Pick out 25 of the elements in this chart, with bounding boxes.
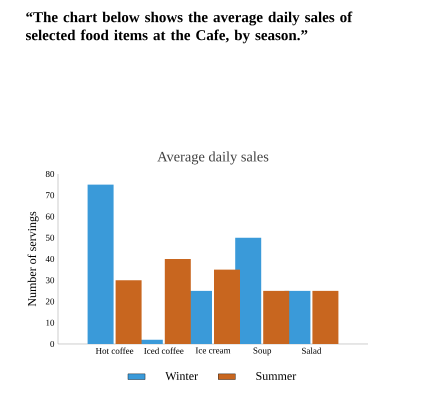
x-tick-label: Salad <box>302 348 322 354</box>
y-tick-label: 80 <box>46 170 54 178</box>
x-tick-label: Iced coffee <box>144 348 184 354</box>
bar <box>116 280 142 344</box>
bar <box>312 290 338 344</box>
y-tick-label: 30 <box>46 277 54 284</box>
bar <box>164 258 191 344</box>
y-tick-label: 60 <box>46 213 54 220</box>
bar <box>88 184 114 344</box>
x-tick-label: Hot coffee <box>96 348 134 354</box>
y-tick-label: 0 <box>50 340 54 348</box>
legend-label: Summer <box>256 372 296 380</box>
x-tick-label: Soup <box>254 348 272 356</box>
x-tick-label: Ice cream <box>196 348 230 354</box>
y-tick-label: 40 <box>46 256 54 262</box>
legend-label: Winter <box>165 372 198 380</box>
bar <box>263 290 290 344</box>
y-tick-label: 70 <box>46 192 54 198</box>
y-axis-title: Number of servings <box>28 212 39 306</box>
text: “The chart below shows the average daily sales of selected food items at the Cafe, by season.” <box>26 12 352 44</box>
y-tick-label: 20 <box>46 298 54 305</box>
y-tick-label: 10 <box>46 320 54 326</box>
y-tick-label: 50 <box>46 234 54 241</box>
bar <box>214 270 240 344</box>
chart-title: Average daily sales <box>157 151 268 164</box>
